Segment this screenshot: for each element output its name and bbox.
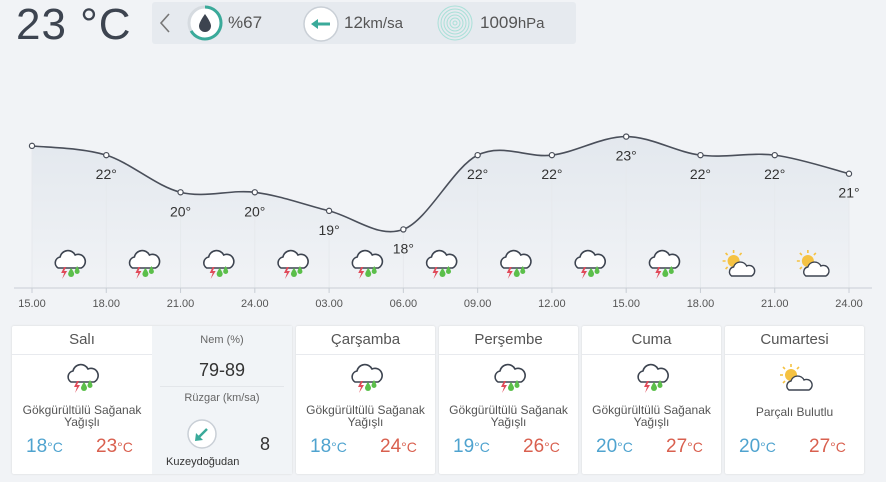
temperature-point [251,189,259,196]
thunderstorm-icon [425,249,458,279]
humidity-drop-icon [187,5,223,41]
temperature-label: 23° [616,148,637,164]
temperature-point [697,151,704,159]
x-tick-label: 21.00 [167,298,195,310]
temperature-label: 22° [467,166,488,182]
temperature-point [103,151,110,159]
humidity-range: 79-89 [198,360,246,380]
condition-text: Gökgürültülü Sağanak Yağışlı [306,403,425,429]
min-temp: 20°C [596,436,633,457]
thunderstorm-icon [277,249,309,279]
day-name: Çarşamba [296,326,435,355]
day-name: Cuma [582,326,721,355]
temperature-point [177,189,184,196]
temperature-point [771,151,778,159]
day-name: Cumartesi [725,326,864,355]
divider [160,386,284,387]
day-name: Perşembe [439,326,578,355]
thunderstorm-icon [493,363,526,393]
thunderstorm-icon [500,249,532,279]
today-details: Nem (%) 79-89 Rüzgar (km/sa) 8 Kuzeydoğu… [152,326,292,474]
temperature-label: 22° [764,166,785,182]
temperature-label: 21° [838,185,859,201]
humidity-value: %67 [228,13,263,32]
temperature-point [845,170,853,177]
temperature-point [400,226,407,233]
x-tick-label: 15.00 [18,298,46,310]
day-card-today[interactable]: Salı Gökgürültülü Sağanak Yağışlı 18°C 2… [12,326,292,474]
day-card[interactable]: Cuma Gökgürültülü Sağanak Yağışlı 20°C 2… [582,326,721,474]
wind-direction-arrow-icon [187,419,217,449]
x-tick-label: 18.00 [687,298,715,310]
temperature-label: 22° [541,166,562,182]
thunderstorm-icon [574,249,606,279]
wind-direction-icon [303,6,339,42]
day-name: Salı [12,326,152,355]
temperature-point [325,207,333,215]
temperature-label: 22° [690,166,711,182]
wind-direction-text: Kuzeydoğudan [166,456,240,468]
chevron-left-icon[interactable] [158,12,172,34]
temperature-point [548,151,556,159]
x-tick-label: 24.00 [835,298,863,310]
x-tick-label: 21.00 [761,298,789,310]
humidity-label: Nem (%) [200,334,244,346]
partly-cloudy-icon [779,364,813,391]
thunderstorm-icon [350,363,383,393]
pressure-value: 1009hPa [480,13,545,32]
min-temp: 18°C [26,436,63,457]
x-tick-label: 18.00 [93,298,121,310]
day-card[interactable]: Çarşamba Gökgürültülü Sağanak Yağışlı 18… [296,326,435,474]
x-tick-label: 12.00 [538,298,566,310]
thunderstorm-icon [648,249,681,279]
x-tick-label: 24.00 [241,298,269,310]
wind-speed: 8 [260,434,271,454]
x-tick-label: 09.00 [464,298,492,310]
wind-value: 12km/sa [344,13,403,32]
x-tick-label: 15.00 [612,298,640,310]
condition-text: Gökgürültülü Sağanak Yağışlı [22,403,142,429]
partly-cloudy-icon [796,250,830,277]
condition-text: Gökgürültülü Sağanak Yağışlı [592,403,711,429]
min-temp: 19°C [453,436,490,457]
hourly-temperature-chart: 15.00 22° 18.00 20° 21.00 20° 24.00 19° 03.00 18°… [14,133,872,310]
x-tick-label: 06.00 [390,298,418,310]
temperature-area [32,136,849,292]
max-temp: 24°C [380,436,417,457]
condition-text: Parçalı Bulutlu [755,405,834,419]
x-tick-label: 03.00 [315,298,343,310]
thunderstorm-icon [351,249,384,279]
temperature-label: 20° [244,203,265,219]
max-temp: 23°C [96,436,133,457]
temperature-point [474,151,481,159]
day-card[interactable]: Cumartesi Parçalı Bulutlu 20°C 27°C [725,326,864,474]
thunderstorm-icon [54,249,87,279]
temperature-point [28,142,36,150]
today-summary: Salı Gökgürültülü Sağanak Yağışlı 18°C 2… [12,326,152,474]
pressure-icon [437,5,473,41]
current-stats-bar: %67 12km/sa 1009hPa [152,2,576,44]
thunderstorm-icon [636,363,669,393]
temperature-label: 20° [170,203,191,219]
condition-text: Gökgürültülü Sağanak Yağışlı [449,403,568,429]
temperature-point [622,133,630,140]
max-temp: 27°C [809,436,846,457]
temperature-label: 19° [319,222,340,238]
thunderstorm-icon [203,249,235,279]
day-card[interactable]: Perşembe Gökgürültülü Sağanak Yağışlı 19… [439,326,578,474]
max-temp: 27°C [666,436,703,457]
min-temp: 18°C [310,436,347,457]
min-temp: 20°C [739,436,776,457]
thunderstorm-icon [128,249,161,279]
partly-cloudy-icon [722,250,756,277]
current-temperature: 23 °C [16,0,132,49]
max-temp: 26°C [523,436,560,457]
temperature-label: 22° [96,166,117,182]
temperature-label: 18° [393,240,414,256]
thunderstorm-icon [67,363,99,393]
wind-label: Rüzgar (km/sa) [184,392,260,404]
